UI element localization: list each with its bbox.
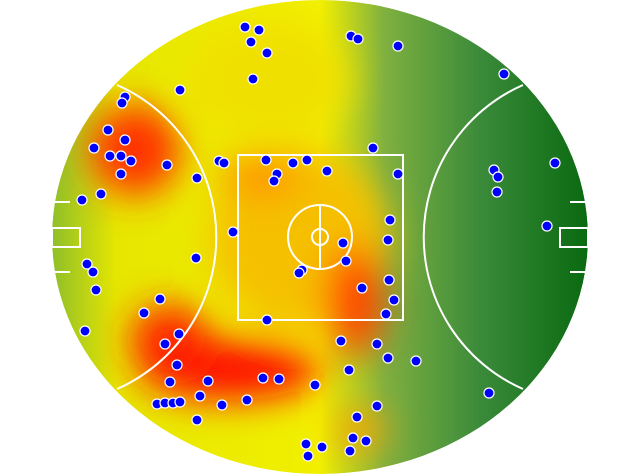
point [388,294,400,306]
point [302,450,314,462]
point [253,24,265,36]
point [384,214,396,226]
point [343,364,355,376]
point [371,400,383,412]
point [87,266,99,278]
point [340,255,352,267]
point [115,168,127,180]
point [218,157,230,169]
point [382,352,394,364]
point [301,154,313,166]
point [164,376,176,388]
point [293,267,305,279]
point [352,33,364,45]
point [410,355,422,367]
point [549,157,561,169]
point [104,150,116,162]
point [335,335,347,347]
point [392,40,404,52]
point [154,293,166,305]
point [392,168,404,180]
point [347,432,359,444]
point [159,338,171,350]
point [261,47,273,59]
point [541,220,553,232]
point [191,172,203,184]
point [138,307,150,319]
point [245,36,257,48]
point [382,234,394,246]
point [227,226,239,238]
point [273,373,285,385]
point [125,155,137,167]
point [239,21,251,33]
point [88,142,100,154]
point [261,314,273,326]
point [257,372,269,384]
point [360,435,372,447]
point [316,441,328,453]
point [173,328,185,340]
point [309,379,321,391]
point [202,375,214,387]
point [371,338,383,350]
point [483,387,495,399]
point [491,186,503,198]
point [190,252,202,264]
point [260,154,272,166]
point [90,284,102,296]
point [119,134,131,146]
point [367,142,379,154]
point [356,282,368,294]
point [492,171,504,183]
point [351,411,363,423]
field-markings [51,84,589,390]
point [115,150,127,162]
point [95,188,107,200]
point [116,97,128,109]
point [194,390,206,402]
point [287,157,299,169]
point [81,258,93,270]
point [337,237,349,249]
point [383,274,395,286]
point [171,359,183,371]
point [79,325,91,337]
point [241,394,253,406]
point [321,165,333,177]
point [344,445,356,457]
point [300,438,312,450]
point [247,73,259,85]
point [191,414,203,426]
point [498,68,510,80]
point [102,124,114,136]
point [268,175,280,187]
point [76,194,88,206]
point [174,396,186,408]
point [161,159,173,171]
point [216,399,228,411]
point [174,84,186,96]
point [380,308,392,320]
